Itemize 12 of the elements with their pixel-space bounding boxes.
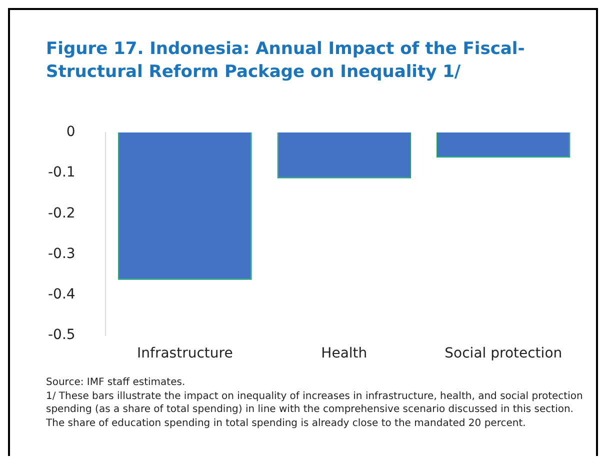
x-tick-label: Health <box>321 346 368 362</box>
y-tick-label: -0.5 <box>48 327 76 344</box>
y-tick-label: -0.3 <box>48 246 76 262</box>
y-tick-label: 0 <box>66 124 76 140</box>
chart-title: Figure 17. Indonesia: Annual Impact of the Fiscal-Structural Reform Package on Inequality 1/ <box>46 38 526 84</box>
y-tick-label: -0.2 <box>48 205 76 222</box>
y-tick-label: -0.1 <box>48 164 76 181</box>
x-tick-label: Infrastructure <box>137 346 233 362</box>
text: 1/ These bars illustrate the impact on inequality of increases in infrastructure, health, and social protection spending (as a share of total spending) in line with the comprehensive scenario discussed in this section. The share of education spending in total spending is already close to the mandated 20 percent. <box>46 390 584 430</box>
x-tick-label: Social protection <box>444 346 562 362</box>
y-tick-label: -0.4 <box>48 286 76 303</box>
source-note: Source: IMF staff estimates. <box>46 376 186 390</box>
